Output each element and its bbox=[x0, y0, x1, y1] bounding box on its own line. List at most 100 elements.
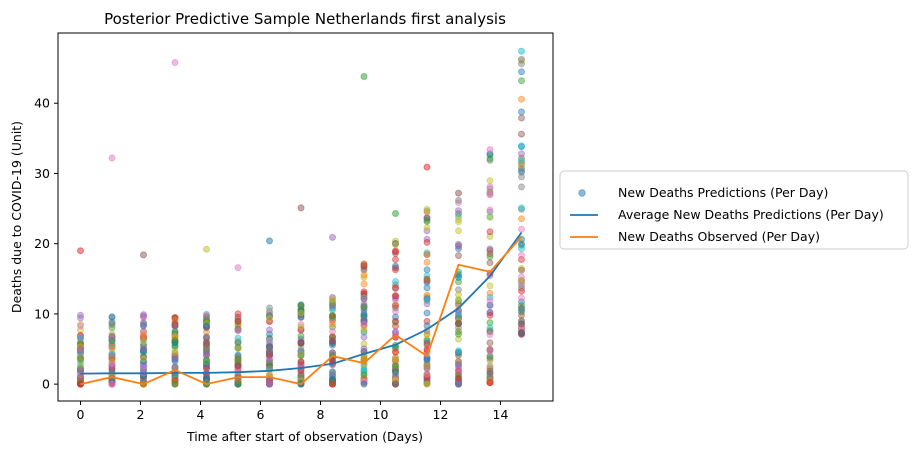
prediction-point bbox=[360, 300, 368, 307]
prediction-point bbox=[297, 323, 305, 331]
prediction-point bbox=[486, 250, 494, 258]
prediction-point bbox=[423, 276, 431, 284]
prediction-point bbox=[171, 336, 179, 344]
prediction-point bbox=[518, 47, 525, 55]
prediction-point bbox=[518, 95, 525, 103]
prediction-point bbox=[518, 294, 525, 302]
prediction-point bbox=[455, 349, 462, 357]
prediction-point bbox=[77, 357, 84, 365]
prediction-point bbox=[486, 233, 494, 240]
prediction-point bbox=[486, 379, 494, 387]
prediction-point bbox=[423, 278, 431, 286]
prediction-point bbox=[486, 302, 494, 309]
prediction-point bbox=[423, 249, 431, 257]
prediction-point bbox=[329, 323, 336, 331]
prediction-point bbox=[455, 315, 462, 323]
prediction-point bbox=[486, 297, 494, 305]
prediction-point bbox=[455, 252, 462, 260]
prediction-point bbox=[329, 233, 336, 241]
prediction-point bbox=[329, 373, 336, 381]
prediction-point bbox=[360, 306, 368, 314]
prediction-point bbox=[234, 364, 242, 372]
x-tick-label: 6 bbox=[257, 407, 265, 422]
prediction-point bbox=[77, 373, 84, 381]
prediction-point bbox=[203, 318, 210, 326]
prediction-point bbox=[171, 352, 179, 360]
prediction-point bbox=[140, 321, 147, 329]
prediction-point bbox=[77, 333, 84, 341]
prediction-point bbox=[171, 334, 179, 341]
prediction-point bbox=[486, 347, 494, 355]
legend-frame bbox=[559, 170, 909, 250]
prediction-point bbox=[392, 284, 399, 292]
prediction-point bbox=[171, 353, 179, 361]
prediction-point bbox=[266, 345, 273, 353]
prediction-point bbox=[423, 227, 431, 235]
legend-label-average: Average New Deaths Predictions (Per Day) bbox=[618, 207, 884, 222]
prediction-point bbox=[203, 362, 210, 370]
prediction-point bbox=[203, 318, 210, 326]
prediction-point bbox=[518, 173, 525, 181]
prediction-point bbox=[423, 370, 431, 378]
prediction-point bbox=[392, 366, 399, 374]
prediction-point bbox=[77, 355, 84, 363]
prediction-point bbox=[234, 358, 242, 366]
prediction-point bbox=[518, 205, 525, 213]
prediction-point bbox=[360, 280, 368, 288]
legend-label-predictions: New Deaths Predictions (Per Day) bbox=[618, 185, 828, 200]
prediction-point bbox=[203, 351, 210, 359]
prediction-point bbox=[360, 318, 368, 325]
prediction-point bbox=[392, 294, 399, 302]
prediction-point bbox=[297, 346, 305, 354]
prediction-point bbox=[77, 326, 84, 334]
prediction-point bbox=[360, 369, 368, 377]
prediction-point bbox=[392, 357, 399, 365]
prediction-point bbox=[108, 352, 116, 360]
prediction-point bbox=[360, 322, 368, 330]
prediction-point bbox=[360, 371, 368, 379]
prediction-point bbox=[455, 189, 462, 197]
prediction-point bbox=[329, 299, 336, 307]
prediction-point bbox=[108, 351, 116, 359]
y-tick-label: 10 bbox=[34, 306, 50, 321]
prediction-point bbox=[140, 251, 147, 259]
prediction-point bbox=[486, 327, 494, 335]
prediction-point bbox=[518, 241, 525, 249]
prediction-point bbox=[392, 368, 399, 375]
prediction-point bbox=[77, 373, 84, 381]
prediction-point bbox=[329, 312, 336, 320]
prediction-point bbox=[392, 247, 399, 255]
prediction-point bbox=[392, 296, 399, 304]
prediction-point bbox=[486, 345, 494, 353]
prediction-point bbox=[392, 322, 399, 330]
prediction-point bbox=[392, 248, 399, 256]
prediction-point bbox=[518, 265, 525, 272]
prediction-point bbox=[518, 273, 525, 281]
prediction-point bbox=[234, 322, 242, 330]
prediction-point bbox=[360, 317, 368, 324]
prediction-point bbox=[423, 163, 431, 171]
prediction-point bbox=[392, 348, 399, 356]
prediction-point bbox=[329, 339, 336, 347]
prediction-point bbox=[297, 338, 305, 346]
prediction-point bbox=[486, 365, 494, 373]
prediction-point bbox=[171, 357, 179, 365]
prediction-point bbox=[297, 335, 305, 343]
prediction-point bbox=[171, 332, 179, 340]
prediction-point bbox=[486, 331, 494, 339]
prediction-point bbox=[171, 322, 179, 329]
legend-marker-predictions bbox=[578, 189, 586, 197]
prediction-point bbox=[234, 361, 242, 369]
prediction-point bbox=[297, 301, 305, 309]
prediction-point bbox=[518, 154, 525, 162]
prediction-point bbox=[266, 351, 273, 359]
prediction-point bbox=[266, 380, 273, 388]
prediction-point bbox=[140, 331, 147, 339]
observed-deaths-line bbox=[80, 236, 523, 386]
prediction-point bbox=[360, 311, 368, 319]
prediction-point bbox=[455, 350, 462, 358]
prediction-point bbox=[423, 317, 431, 325]
prediction-point bbox=[423, 372, 431, 380]
prediction-point bbox=[171, 349, 179, 357]
prediction-point bbox=[77, 343, 84, 351]
